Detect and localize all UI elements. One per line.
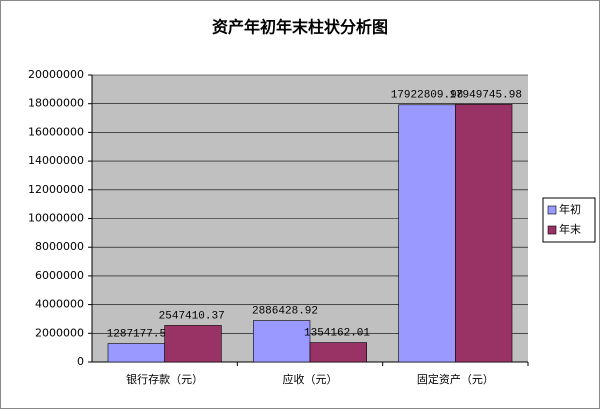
bar [253, 320, 311, 363]
data-label: 17922809.98 [391, 90, 464, 102]
y-tick-label: 4000000 [35, 298, 84, 311]
bar [309, 342, 367, 363]
y-tick-label: 16000000 [28, 125, 84, 138]
x-tick-label: 银行存款（元） [126, 372, 203, 386]
bar [455, 104, 513, 363]
y-tick-label: 18000000 [28, 97, 84, 110]
legend-swatch [547, 205, 557, 215]
data-label: 1287177.53 [107, 328, 173, 340]
legend-label: 年末 [559, 222, 581, 236]
y-tick-label: 2000000 [35, 326, 84, 339]
chart-title: 资产年初年末柱状分析图 [212, 18, 388, 37]
y-tick-label: 8000000 [35, 240, 84, 253]
bar [107, 343, 165, 363]
bar [164, 325, 222, 363]
legend-swatch [547, 225, 557, 235]
data-label: 17949745.98 [449, 89, 522, 101]
data-label: 2547410.37 [159, 310, 225, 322]
legend-box [542, 197, 596, 243]
y-tick-label: 10000000 [28, 212, 84, 225]
y-tick-label: 20000000 [28, 68, 84, 81]
y-tick-label: 0 [77, 355, 84, 368]
data-label: 1354162.01 [304, 327, 370, 339]
x-tick-label: 固定资产（元） [417, 372, 494, 386]
legend-label: 年初 [559, 202, 581, 216]
x-tick-label: 应收（元） [283, 372, 338, 386]
y-tick-label: 6000000 [35, 269, 84, 282]
y-tick-label: 12000000 [28, 183, 84, 196]
bar [398, 104, 456, 363]
data-label: 2886428.92 [252, 305, 318, 317]
y-tick-label: 14000000 [28, 154, 84, 167]
